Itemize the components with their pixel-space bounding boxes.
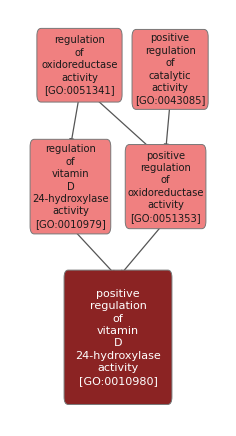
FancyBboxPatch shape <box>132 30 208 109</box>
Text: positive
regulation
of
vitamin
D
24-hydroxylase
activity
[GO:0010980]: positive regulation of vitamin D 24-hydr… <box>75 289 161 386</box>
Text: regulation
of
vitamin
D
24-hydroxylase
activity
[GO:0010979]: regulation of vitamin D 24-hydroxylase a… <box>32 144 109 229</box>
FancyBboxPatch shape <box>125 145 206 228</box>
FancyBboxPatch shape <box>64 270 172 405</box>
Text: regulation
of
oxidoreductase
activity
[GO:0051341]: regulation of oxidoreductase activity [G… <box>41 35 118 95</box>
FancyBboxPatch shape <box>30 140 111 234</box>
Text: positive
regulation
of
catalytic
activity
[GO:0043085]: positive regulation of catalytic activit… <box>135 34 205 106</box>
Text: positive
regulation
of
oxidoreductase
activity
[GO:0051353]: positive regulation of oxidoreductase ac… <box>127 150 204 223</box>
FancyBboxPatch shape <box>37 28 122 102</box>
